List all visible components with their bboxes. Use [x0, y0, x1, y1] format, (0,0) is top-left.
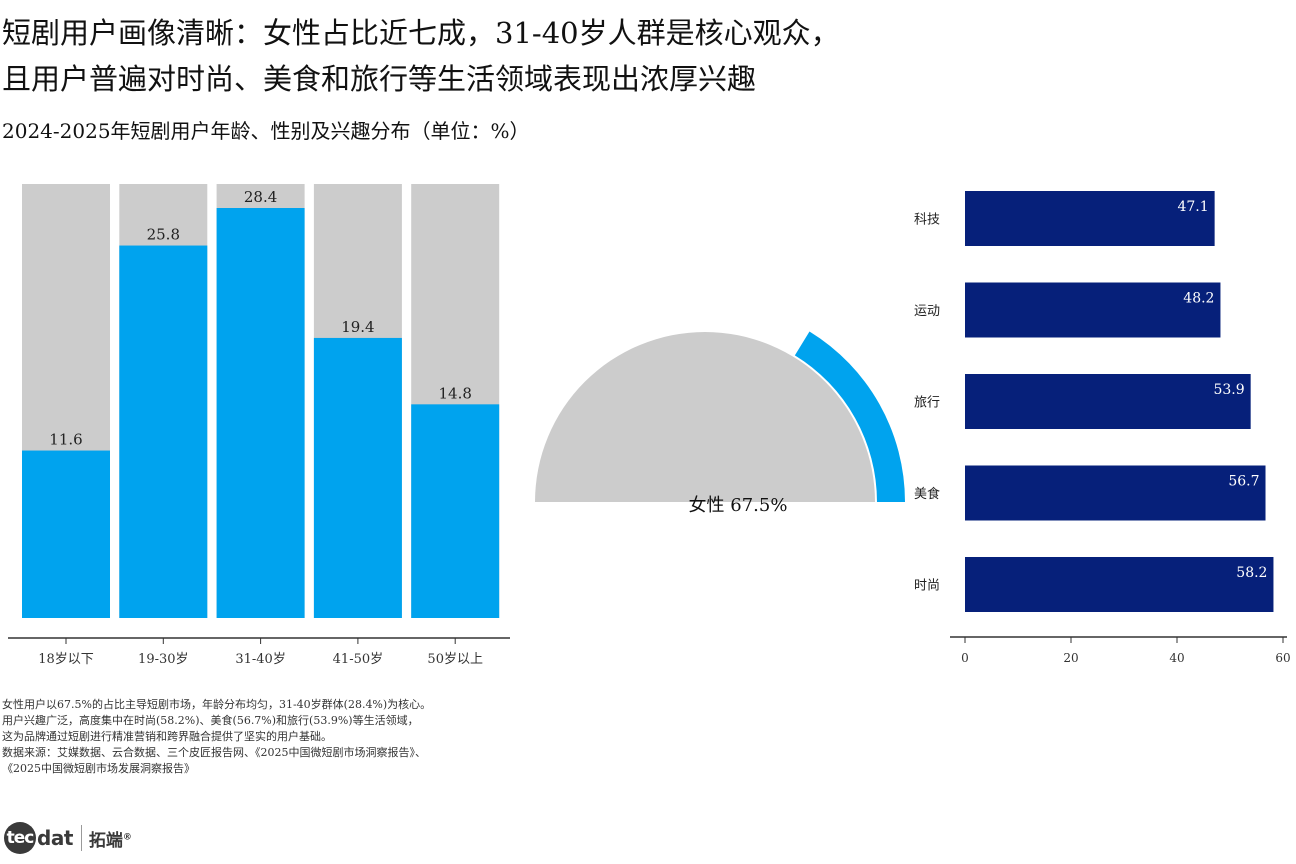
interest-category-label: 旅行	[914, 396, 940, 411]
age-x-tick-label: 18岁以下	[38, 652, 94, 667]
age-bar	[411, 404, 500, 618]
interest-category-label: 时尚	[914, 579, 940, 594]
title-line-2: 且用户普遍对时尚、美食和旅行等生活领域表现出浓厚兴趣	[2, 62, 757, 96]
source-line: 《2025中国微短剧市场发展洞察报告》	[2, 762, 195, 775]
gauge-base	[535, 332, 875, 502]
footnotes: 女性用户以67.5%的占比主导短剧市场，年龄分布均匀，31-40岁群体(28.4…	[2, 697, 562, 777]
age-bar-chart: 11.6 18岁以下 25.8 19-30岁 28.4 31-40岁 19.4 41-50岁 1…	[8, 184, 510, 667]
interest-category-label: 科技	[914, 213, 940, 228]
age-bar-data-label: 25.8	[147, 226, 180, 244]
note-line: 女性用户以67.5%的占比主导短剧市场，年龄分布均匀，31-40岁群体(28.4…	[2, 698, 432, 711]
logo-cn-text: 拓端	[88, 830, 123, 851]
logo-reg: ®	[122, 831, 132, 842]
age-x-tick-label: 19-30岁	[138, 652, 188, 667]
interest-x-tick-label: 40	[1169, 651, 1184, 665]
age-x-tick-label: 50岁以上	[427, 652, 483, 667]
page-title: 短剧用户画像清晰：女性占比近七成，31-40岁人群是核心观众， 且用户普遍对时尚…	[2, 10, 1262, 102]
interest-bar	[965, 465, 1266, 521]
page-subtitle: 2024-2025年短剧用户年龄、性别及兴趣分布（单位：%）	[2, 119, 530, 143]
gauge-arc	[794, 331, 905, 502]
interest-category-label: 美食	[914, 486, 940, 502]
age-x-tick-label: 41-50岁	[333, 652, 383, 667]
interest-bar	[965, 374, 1251, 429]
age-bar-data-label: 19.4	[341, 318, 374, 336]
interest-bar-data-label: 56.7	[1228, 474, 1259, 490]
interest-bar-data-label: 48.2	[1183, 291, 1214, 307]
brand-logo: tec dat 拓端®	[4, 820, 132, 856]
interest-x-tick-label: 0	[961, 651, 969, 665]
interest-x-tick-label: 20	[1063, 651, 1078, 665]
interest-bar	[965, 557, 1274, 612]
interest-bar-chart: 47.1 科技 48.2 运动 53.9 旅行 56.7 美食 58.2 时尚 0 20 40 60	[914, 191, 1291, 665]
age-bar	[119, 245, 208, 618]
gender-gauge-chart: 女性 67.5%	[535, 331, 905, 516]
logo-cn: 拓端®	[89, 826, 132, 851]
interest-bar-data-label: 58.2	[1236, 565, 1267, 581]
logo-mark: tec	[4, 822, 36, 854]
interest-bar	[965, 282, 1221, 338]
interest-bar	[965, 191, 1215, 246]
logo-word: dat	[37, 826, 73, 850]
interest-category-label: 运动	[914, 304, 940, 319]
age-bar-data-label: 14.8	[438, 384, 471, 402]
note-line: 这为品牌通过短剧进行精准营销和跨界融合提供了坚实的用户基础。	[2, 730, 332, 743]
logo-divider	[80, 825, 82, 851]
note-line: 用户兴趣广泛，高度集中在时尚(58.2%)、美食(56.7%)和旅行(53.9%…	[2, 714, 419, 727]
age-bar	[22, 450, 110, 618]
interest-x-tick-label: 60	[1275, 651, 1290, 665]
gauge-label: 女性 67.5%	[689, 495, 788, 516]
age-bar	[313, 337, 402, 618]
title-line-1: 短剧用户画像清晰：女性占比近七成，31-40岁人群是核心观众，	[2, 16, 840, 50]
age-x-tick-label: 31-40岁	[235, 652, 285, 667]
interest-bar-data-label: 47.1	[1177, 199, 1208, 215]
age-bar	[216, 208, 305, 618]
age-bar-data-label: 28.4	[244, 188, 277, 206]
interest-bar-data-label: 53.9	[1213, 382, 1244, 398]
age-bar-data-label: 11.6	[49, 431, 82, 449]
source-line: 数据来源：艾媒数据、云合数据、三个皮匠报告网、《2025中国微短剧市场洞察报告》…	[2, 746, 426, 759]
